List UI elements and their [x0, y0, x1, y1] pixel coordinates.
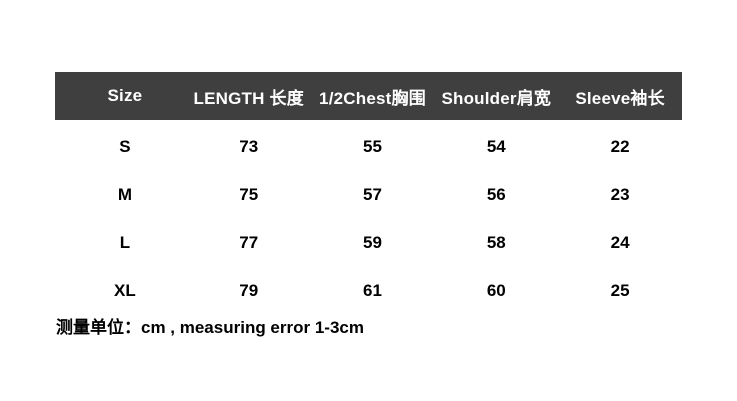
cell-length: 75 [239, 185, 259, 204]
cell-chest: 61 [363, 281, 382, 300]
header-cell-length: LENGTH 长度 [193, 88, 304, 108]
cell-sleeve: 22 [610, 137, 630, 156]
table-row-s: S 73 55 54 22 [55, 123, 682, 171]
cell-length: 79 [239, 281, 259, 300]
header-cell-shoulder: Shoulder肩宽 [441, 88, 552, 108]
cell-shoulder: 60 [486, 281, 506, 300]
table-row-m: M 75 57 56 23 [55, 171, 682, 219]
table-header-row: Size LENGTH 长度 1/2Chest胸围 Shoulder肩宽 Sle… [55, 72, 682, 120]
cell-shoulder: 58 [486, 233, 506, 252]
cell-chest: 59 [363, 233, 382, 252]
table-row-l: L 77 59 58 24 [55, 219, 682, 267]
cell-sleeve: 23 [610, 185, 630, 204]
cell-sleeve: 24 [610, 233, 630, 252]
size-chart-table: Size LENGTH 长度 1/2Chest胸围 Shoulder肩宽 Sle… [55, 72, 682, 315]
cell-sleeve: 25 [610, 281, 630, 300]
cell-shoulder: 56 [486, 185, 506, 204]
table-row-xl: XL 79 61 60 25 [55, 267, 682, 315]
cell-chest: 57 [363, 185, 382, 204]
cell-shoulder: 54 [486, 137, 506, 156]
cell-chest: 55 [363, 137, 382, 156]
table-body: S 73 55 54 22 M 75 57 56 23 L 77 59 58 2… [55, 120, 682, 315]
measurement-unit-note: 测量单位：cm , measuring error 1-3cm [56, 318, 364, 337]
cell-length: 73 [239, 137, 259, 156]
cell-length: 77 [239, 233, 259, 252]
cell-size: XL [114, 281, 136, 300]
header-cell-chest: 1/2Chest胸围 [319, 88, 426, 108]
cell-size: M [117, 185, 132, 204]
header-cell-sleeve: Sleeve袖长 [575, 88, 665, 108]
header-cell-size: Size [107, 86, 143, 105]
cell-size: L [119, 233, 131, 252]
cell-size: S [119, 137, 131, 156]
